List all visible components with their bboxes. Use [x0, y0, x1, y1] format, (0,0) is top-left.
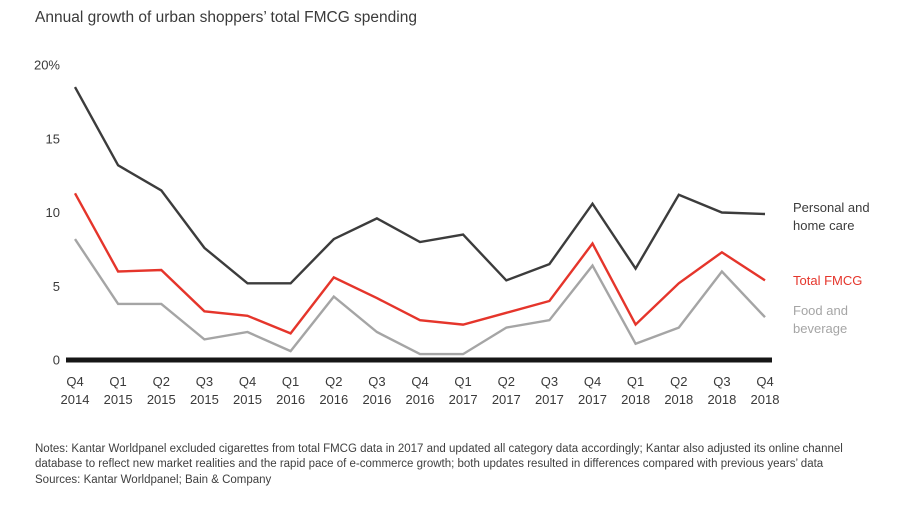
x-tick-quarter: Q2: [498, 374, 515, 389]
x-tick-quarter: Q2: [153, 374, 170, 389]
x-tick-quarter: Q1: [109, 374, 126, 389]
x-tick-year: 2017: [492, 392, 521, 407]
x-tick-year: 2016: [362, 392, 391, 407]
x-tick-year: 2016: [276, 392, 305, 407]
legend-label-food-and-beverage: beverage: [793, 321, 847, 336]
line-chart: 0 5 10 15 20% Q4 2014 Q1 2015 Q2 2015 Q3 2015 Q4 2015 Q…: [34, 58, 870, 408]
x-tick-year: 2017: [449, 392, 478, 407]
x-tick-year: 2016: [406, 392, 435, 407]
x-tick-year: 2015: [104, 392, 133, 407]
chart-title: Annual growth of urban shoppers’ total F…: [35, 9, 417, 26]
sources-text: Sources: Kantar Worldpanel; Bain & Compa…: [35, 473, 272, 486]
y-tick-label: 10: [46, 205, 60, 220]
legend-label-personal-and-home-care: home care: [793, 218, 854, 233]
x-tick-quarter: Q4: [66, 374, 83, 389]
series-line-total-fmcg: [73, 192, 766, 335]
x-tick-year: 2015: [190, 392, 219, 407]
x-tick-year: 2016: [319, 392, 348, 407]
series-line-personal-and-home-care: [73, 86, 766, 285]
x-tick-quarter: Q3: [713, 374, 730, 389]
notes-text: Notes: Kantar Worldpanel excluded cigare…: [35, 443, 843, 471]
x-tick-year: 2018: [707, 392, 736, 407]
x-tick-year: 2015: [147, 392, 176, 407]
x-tick-quarter: Q1: [454, 374, 471, 389]
y-tick-label: 5: [53, 279, 60, 294]
x-tick-year: 2017: [535, 392, 564, 407]
x-tick-quarter: Q4: [239, 374, 256, 389]
x-tick-year: 2018: [664, 392, 693, 407]
x-tick-quarter: Q4: [584, 374, 601, 389]
y-tick-label: 20%: [34, 58, 60, 73]
y-tick-label: 15: [46, 131, 60, 146]
chart-footnotes: Notes: Kantar Worldpanel excluded cigare…: [35, 442, 887, 488]
x-tick-quarter: Q3: [368, 374, 385, 389]
x-tick-year: 2014: [61, 392, 90, 407]
x-tick-year: 2018: [751, 392, 780, 407]
x-tick-quarter: Q2: [325, 374, 342, 389]
x-tick-year: 2018: [621, 392, 650, 407]
x-tick-quarter: Q4: [411, 374, 428, 389]
y-tick-label: 0: [53, 353, 60, 368]
x-tick-quarter: Q4: [756, 374, 773, 389]
series-line-food-and-beverage: [74, 238, 766, 356]
x-tick-year: 2015: [233, 392, 262, 407]
legend-label-food-and-beverage: Food and: [793, 303, 848, 318]
x-tick-quarter: Q2: [670, 374, 687, 389]
x-tick-quarter: Q3: [196, 374, 213, 389]
x-tick-quarter: Q1: [627, 374, 644, 389]
x-tick-quarter: Q1: [282, 374, 299, 389]
legend-label-total-fmcg: Total FMCG: [793, 273, 862, 288]
legend-label-personal-and-home-care: Personal and: [793, 200, 870, 215]
x-tick-year: 2017: [578, 392, 607, 407]
x-tick-quarter: Q3: [541, 374, 558, 389]
x-axis-line: [66, 357, 772, 363]
